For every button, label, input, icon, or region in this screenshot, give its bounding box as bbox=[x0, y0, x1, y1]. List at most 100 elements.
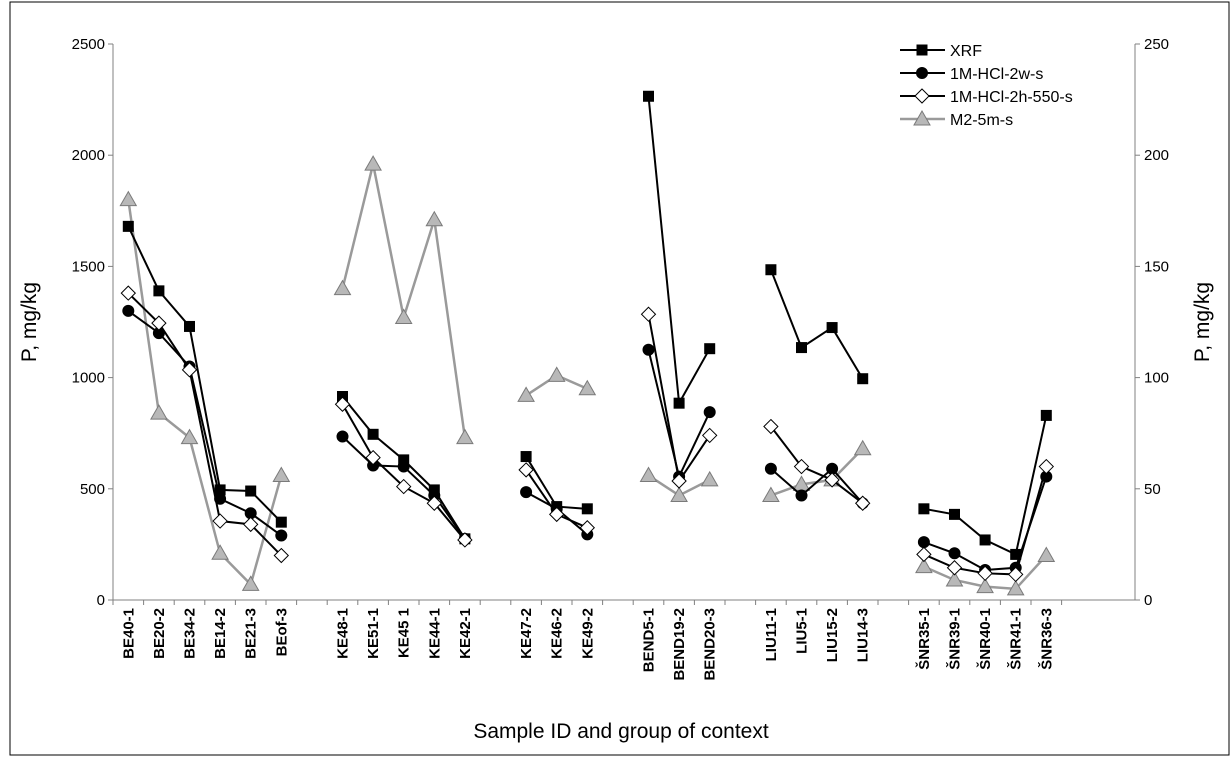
data-point-M2-5m-s bbox=[1006, 579, 1025, 596]
legend-label-XRF: XRF bbox=[950, 43, 982, 60]
data-point-XRF bbox=[153, 285, 165, 297]
series-line-1M-HCl-2h-550-s bbox=[127, 292, 283, 557]
x-tick-label: KE45 1 bbox=[396, 608, 413, 658]
series-layer bbox=[119, 90, 1056, 596]
tick-labels: 0 0 500 50 1000 100 1500 150 2000 200 2500 250 BE40-… bbox=[72, 36, 1169, 681]
y-tick-label-right: 0 bbox=[1144, 592, 1152, 609]
data-point-XRF bbox=[765, 264, 777, 276]
series-line-1M-HCl-2h-550-s bbox=[770, 425, 864, 505]
data-point-XRF bbox=[673, 397, 685, 409]
data-point-1M-HCl-2h-550-s bbox=[457, 532, 473, 548]
data-point-XRF bbox=[857, 373, 869, 385]
data-point-M2-5m-s bbox=[456, 428, 474, 445]
data-point-1M-HCl-2h-550-s bbox=[1007, 566, 1024, 583]
data-point-M2-5m-s bbox=[976, 577, 994, 594]
x-tick-label: BE40-1 bbox=[120, 608, 137, 659]
data-point-M2-5m-s bbox=[272, 466, 291, 482]
x-tick-label: LIU11-1 bbox=[763, 608, 780, 661]
data-point-M2-5m-s bbox=[547, 366, 566, 382]
data-point-XRF bbox=[796, 342, 807, 354]
x-tick-label: LIU5-1 bbox=[794, 608, 811, 654]
x-tick-label: ŠNR41-1 bbox=[1007, 608, 1025, 670]
data-point-1M-HCl-2h-550-s bbox=[579, 520, 596, 536]
legend: XRF 1M-HCl-2w-s 1M-HCl-2h-550-s M2-5m-s bbox=[900, 43, 1073, 129]
x-tick-label: KE51-1 bbox=[365, 608, 382, 659]
x-tick-label: KE46-2 bbox=[549, 608, 566, 659]
data-point-M2-5m-s bbox=[1037, 546, 1056, 563]
y-tick-label-right: 50 bbox=[1144, 481, 1161, 498]
x-tick-label: BEND5-1 bbox=[641, 608, 658, 672]
y-tick-label-left: 1000 bbox=[72, 370, 105, 387]
data-point-XRF bbox=[643, 90, 654, 102]
data-point-M2-5m-s bbox=[333, 279, 352, 296]
figure-border bbox=[9, 1, 1230, 756]
data-point-1M-HCl-2w-s bbox=[336, 430, 349, 443]
data-point-M2-5m-s bbox=[425, 210, 444, 227]
data-point-1M-HCl-2w-s bbox=[795, 489, 808, 502]
y-tick-label-left: 2000 bbox=[72, 147, 105, 164]
data-point-M2-5m-s bbox=[578, 379, 597, 396]
data-point-M2-5m-s bbox=[700, 470, 719, 487]
data-point-1M-HCl-2w-s bbox=[764, 462, 777, 475]
legend-marker-1M-HCl-2w-s bbox=[916, 67, 928, 79]
y-tick-label-left: 1500 bbox=[72, 258, 105, 275]
x-tick-label: ŠNR40-1 bbox=[976, 608, 994, 670]
data-point-1M-HCl-2h-550-s bbox=[824, 472, 840, 488]
legend-marker-M2-5m-s bbox=[913, 109, 931, 126]
data-point-1M-HCl-2w-s bbox=[948, 547, 961, 560]
data-point-1M-HCl-2w-s bbox=[642, 343, 655, 356]
data-point-XRF bbox=[581, 503, 593, 515]
data-point-XRF bbox=[275, 516, 287, 528]
y-tick-label-right: 100 bbox=[1144, 370, 1169, 387]
data-point-1M-HCl-2w-s bbox=[520, 486, 533, 499]
data-point-M2-5m-s bbox=[119, 190, 138, 207]
data-point-XRF bbox=[184, 320, 195, 332]
data-point-XRF bbox=[949, 508, 960, 520]
x-tick-label: KE47-2 bbox=[518, 608, 535, 659]
y-axis-title-right: P, mg/kg bbox=[1191, 282, 1214, 362]
series-line-XRF bbox=[769, 269, 864, 380]
data-point-M2-5m-s bbox=[639, 466, 658, 482]
data-point-XRF bbox=[520, 451, 532, 463]
data-point-M2-5m-s bbox=[853, 439, 872, 456]
data-point-1M-HCl-2h-550-s bbox=[1038, 458, 1055, 475]
data-point-1M-HCl-2h-550-s bbox=[548, 506, 565, 523]
data-point-1M-HCl-2h-550-s bbox=[334, 396, 351, 412]
y-tick-label-left: 500 bbox=[80, 481, 105, 498]
x-tick-label: KE48-1 bbox=[335, 608, 352, 659]
axes bbox=[108, 43, 1140, 605]
x-tick-label: BEND19-2 bbox=[671, 608, 688, 681]
data-point-1M-HCl-2h-550-s bbox=[763, 418, 779, 435]
x-tick-label: KE42-1 bbox=[457, 608, 474, 659]
data-point-1M-HCl-2w-s bbox=[397, 460, 410, 473]
data-point-1M-HCl-2h-550-s bbox=[365, 449, 381, 466]
x-tick-label: KE49-2 bbox=[579, 608, 596, 659]
x-tick-label: LIU15-2 bbox=[824, 608, 841, 662]
data-point-XRF bbox=[1040, 409, 1052, 421]
data-point-1M-HCl-2h-550-s bbox=[701, 427, 718, 444]
data-point-M2-5m-s bbox=[150, 404, 168, 420]
data-point-1M-HCl-2w-s bbox=[275, 529, 288, 542]
x-tick-label: BE21-3 bbox=[243, 608, 260, 659]
x-tick-label: BE14-2 bbox=[212, 608, 229, 659]
data-point-1M-HCl-2h-550-s bbox=[395, 478, 412, 495]
data-point-XRF bbox=[245, 485, 257, 497]
data-point-M2-5m-s bbox=[241, 575, 260, 591]
data-point-1M-HCl-2h-550-s bbox=[671, 473, 687, 489]
y-tick-label-right: 150 bbox=[1144, 258, 1169, 275]
data-point-XRF bbox=[704, 343, 716, 355]
data-point-1M-HCl-2h-550-s bbox=[854, 495, 871, 511]
y-tick-label-right: 200 bbox=[1144, 147, 1169, 164]
x-axis-title: Sample ID and group of context bbox=[473, 720, 769, 743]
data-point-M2-5m-s bbox=[364, 155, 382, 171]
data-point-1M-HCl-2h-550-s bbox=[242, 516, 259, 533]
x-tick-label: BEof-3 bbox=[273, 608, 290, 656]
data-point-M2-5m-s bbox=[517, 386, 535, 402]
x-tick-label: KE44-1 bbox=[426, 608, 443, 659]
x-tick-label: ŠNR35-1 bbox=[915, 608, 933, 670]
data-point-M2-5m-s bbox=[180, 428, 199, 445]
data-point-1M-HCl-2h-550-s bbox=[212, 513, 228, 529]
data-point-XRF bbox=[979, 534, 991, 546]
data-point-1M-HCl-2h-550-s bbox=[977, 565, 993, 582]
